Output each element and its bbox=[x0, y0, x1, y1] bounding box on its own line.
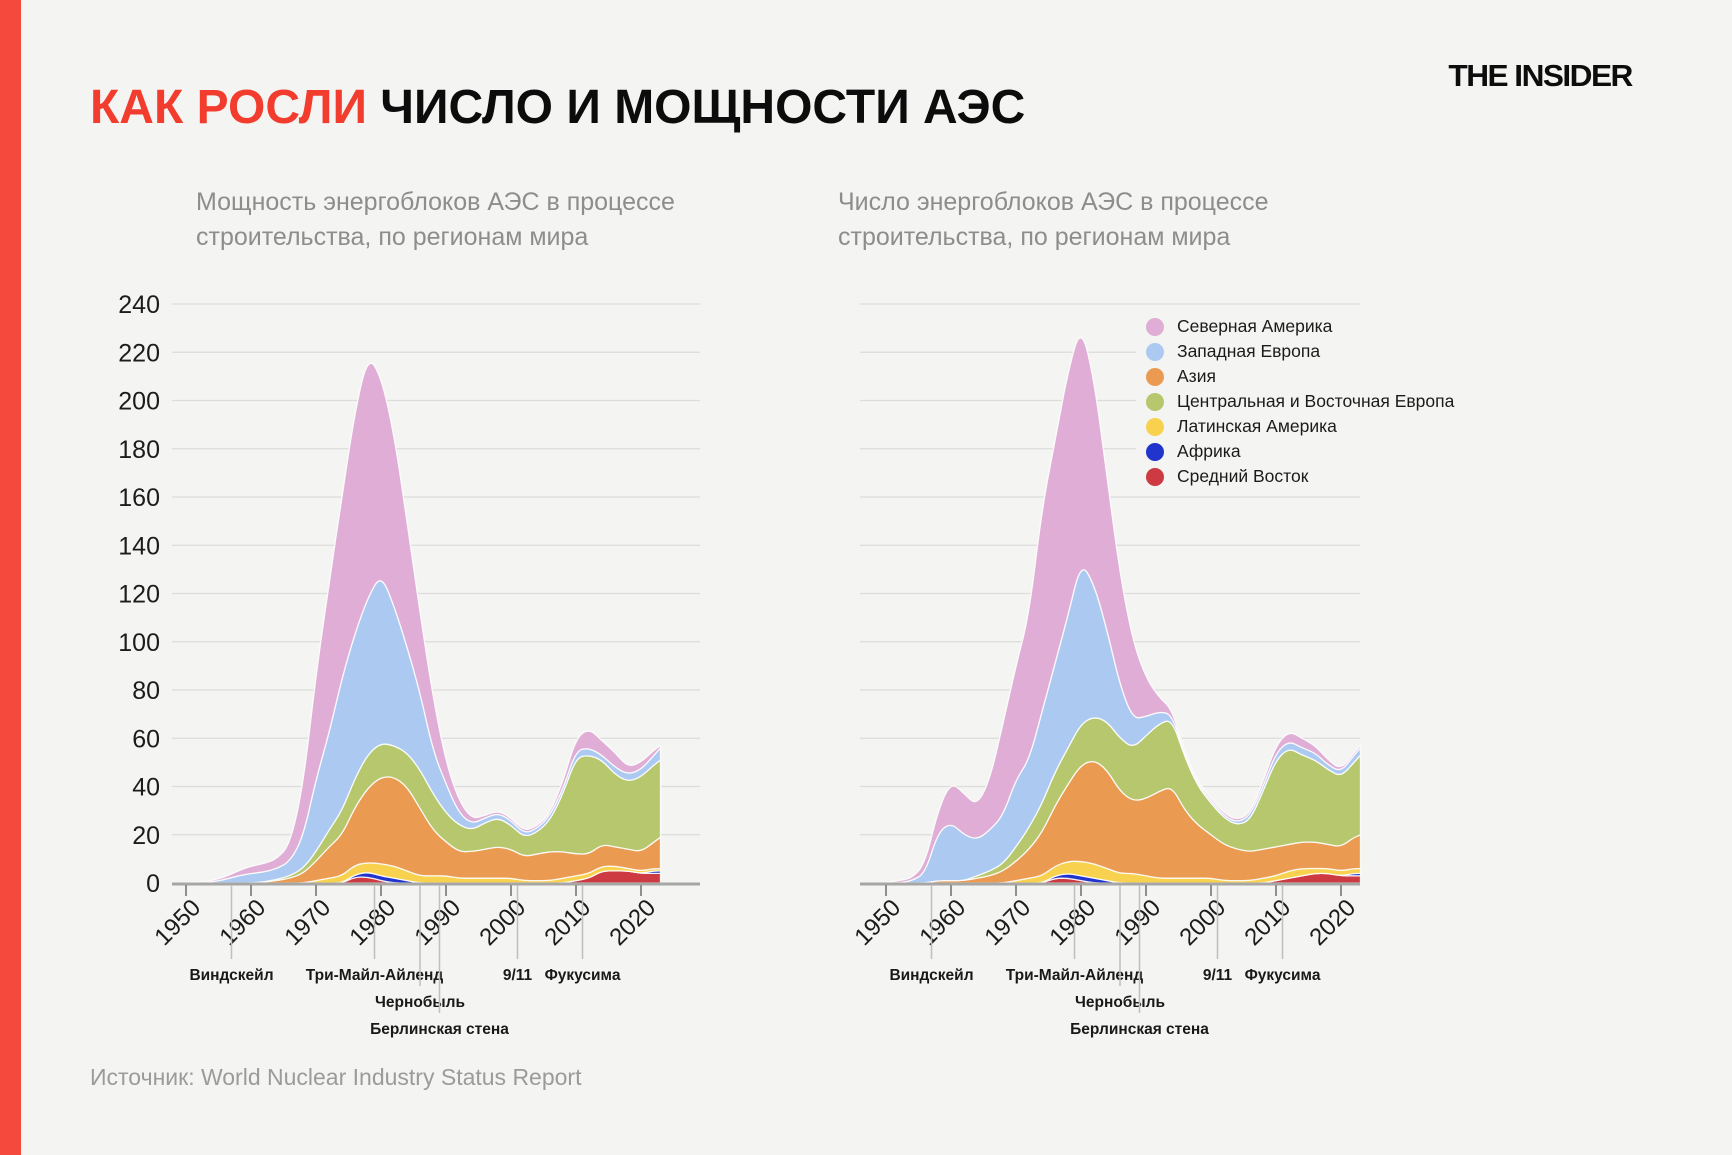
legend-item-label: Северная Америка bbox=[1177, 316, 1333, 336]
svg-text:100: 100 bbox=[118, 629, 160, 657]
svg-text:120: 120 bbox=[118, 581, 160, 609]
svg-text:1970: 1970 bbox=[979, 894, 1036, 951]
svg-text:Фукусима: Фукусима bbox=[545, 967, 621, 984]
legend-color-chip bbox=[1146, 392, 1164, 411]
right-chart-subtitle-line2: строительства, по регионам мира bbox=[838, 222, 1231, 251]
svg-text:2010: 2010 bbox=[1239, 894, 1296, 951]
legend-item: Средний Восток bbox=[1146, 464, 1454, 489]
svg-text:Виндскейл: Виндскейл bbox=[189, 967, 273, 984]
legend-color-chip bbox=[1146, 467, 1164, 486]
svg-text:Три-Майл-Айленд: Три-Майл-Айленд bbox=[1006, 967, 1144, 984]
legend-item-label: Азия bbox=[1177, 366, 1216, 386]
svg-text:1980: 1980 bbox=[344, 894, 401, 951]
svg-text:Три-Майл-Айленд: Три-Майл-Айленд bbox=[306, 967, 444, 984]
svg-text:1960: 1960 bbox=[214, 894, 271, 951]
left-chart-subtitle-line1: Мощность энергоблоков АЭС в процессе bbox=[196, 188, 675, 216]
legend-item: Западная Европа bbox=[1146, 339, 1454, 364]
svg-text:Чернобыль: Чернобыль bbox=[1075, 994, 1165, 1011]
units-stacked-area-chart: 1950 1960 1970 1980 1990 2000 2010 2020 Виндскей… bbox=[849, 303, 1361, 1038]
page-title-rest: ЧИСЛО И МОЩНОСТИ АЭС bbox=[366, 81, 1026, 134]
svg-text:1950: 1950 bbox=[149, 894, 206, 951]
legend-color-chip bbox=[1146, 417, 1164, 436]
svg-text:2020: 2020 bbox=[1304, 894, 1361, 951]
svg-text:160: 160 bbox=[118, 484, 160, 512]
legend-item-label: Центральная и Восточная Европа bbox=[1177, 391, 1455, 411]
svg-text:2000: 2000 bbox=[474, 894, 531, 951]
svg-text:2000: 2000 bbox=[1174, 894, 1231, 951]
legend-item: Латинская Америка bbox=[1146, 414, 1454, 439]
legend-color-chip bbox=[1146, 317, 1164, 336]
svg-text:180: 180 bbox=[118, 436, 160, 464]
legend-color-chip bbox=[1146, 442, 1164, 461]
svg-text:60: 60 bbox=[132, 725, 160, 753]
right-chart-subtitle: Число энергоблоков АЭС в процессе строит… bbox=[838, 185, 1269, 254]
svg-text:1960: 1960 bbox=[914, 894, 971, 951]
svg-text:40: 40 bbox=[132, 774, 160, 802]
svg-text:Берлинская стена: Берлинская стена bbox=[1070, 1021, 1209, 1038]
page-title: КАК РОСЛИ ЧИСЛО И МОЩНОСТИ АЭС bbox=[90, 80, 1025, 135]
svg-text:2020: 2020 bbox=[604, 894, 661, 951]
legend-item-label: Средний Восток bbox=[1177, 466, 1309, 486]
svg-text:0: 0 bbox=[146, 870, 160, 898]
the-insider-logo: THE INSIDER bbox=[1448, 58, 1634, 93]
svg-text:Берлинская стена: Берлинская стена bbox=[370, 1021, 509, 1038]
legend-item-label: Западная Европа bbox=[1177, 341, 1321, 361]
svg-text:80: 80 bbox=[132, 677, 160, 705]
svg-text:2010: 2010 bbox=[539, 894, 596, 951]
svg-text:9/11: 9/11 bbox=[503, 967, 533, 984]
legend-color-chip bbox=[1146, 342, 1164, 361]
left-chart-subtitle: Мощность энергоблоков АЭС в процессе стр… bbox=[196, 185, 675, 254]
legend-item: Центральная и Восточная Европа bbox=[1146, 389, 1454, 414]
svg-text:240: 240 bbox=[118, 295, 160, 319]
legend-item-label: Латинская Америка bbox=[1177, 416, 1337, 436]
svg-text:140: 140 bbox=[118, 532, 160, 560]
svg-text:1950: 1950 bbox=[849, 894, 906, 951]
source-text: Источник: World Nuclear Industry Status … bbox=[90, 1064, 582, 1090]
right-chart-subtitle-line1: Число энергоблоков АЭС в процессе bbox=[838, 188, 1269, 216]
legend-item: Северная Америка bbox=[1146, 314, 1454, 339]
svg-text:1980: 1980 bbox=[1044, 894, 1101, 951]
legend-item: Африка bbox=[1146, 439, 1454, 464]
svg-text:Фукусима: Фукусима bbox=[1245, 967, 1321, 984]
legend-item-label: Африка bbox=[1177, 441, 1241, 461]
chart-legend: Северная Америка Западная Европа Азия Центр… bbox=[1136, 312, 1461, 491]
svg-text:1970: 1970 bbox=[279, 894, 336, 951]
svg-text:200: 200 bbox=[118, 388, 160, 416]
svg-text:Чернобыль: Чернобыль bbox=[375, 994, 465, 1011]
left-chart-subtitle-line2: строительства, по регионам мира bbox=[196, 222, 589, 251]
svg-text:20: 20 bbox=[132, 822, 160, 850]
svg-text:1990: 1990 bbox=[1109, 894, 1166, 951]
svg-text:Виндскейл: Виндскейл bbox=[889, 967, 973, 984]
accent-bar bbox=[0, 0, 21, 1155]
page-title-highlight: КАК РОСЛИ bbox=[90, 81, 367, 134]
svg-text:1990: 1990 bbox=[409, 894, 466, 951]
svg-text:9/11: 9/11 bbox=[1203, 967, 1233, 984]
legend-color-chip bbox=[1146, 367, 1164, 386]
svg-text:220: 220 bbox=[118, 339, 160, 367]
capacity-stacked-area-chart: 1950 1960 1970 1980 1990 2000 2010 2020 0 20 40 60 8… bbox=[118, 295, 700, 1038]
legend-item: Азия bbox=[1146, 364, 1454, 389]
